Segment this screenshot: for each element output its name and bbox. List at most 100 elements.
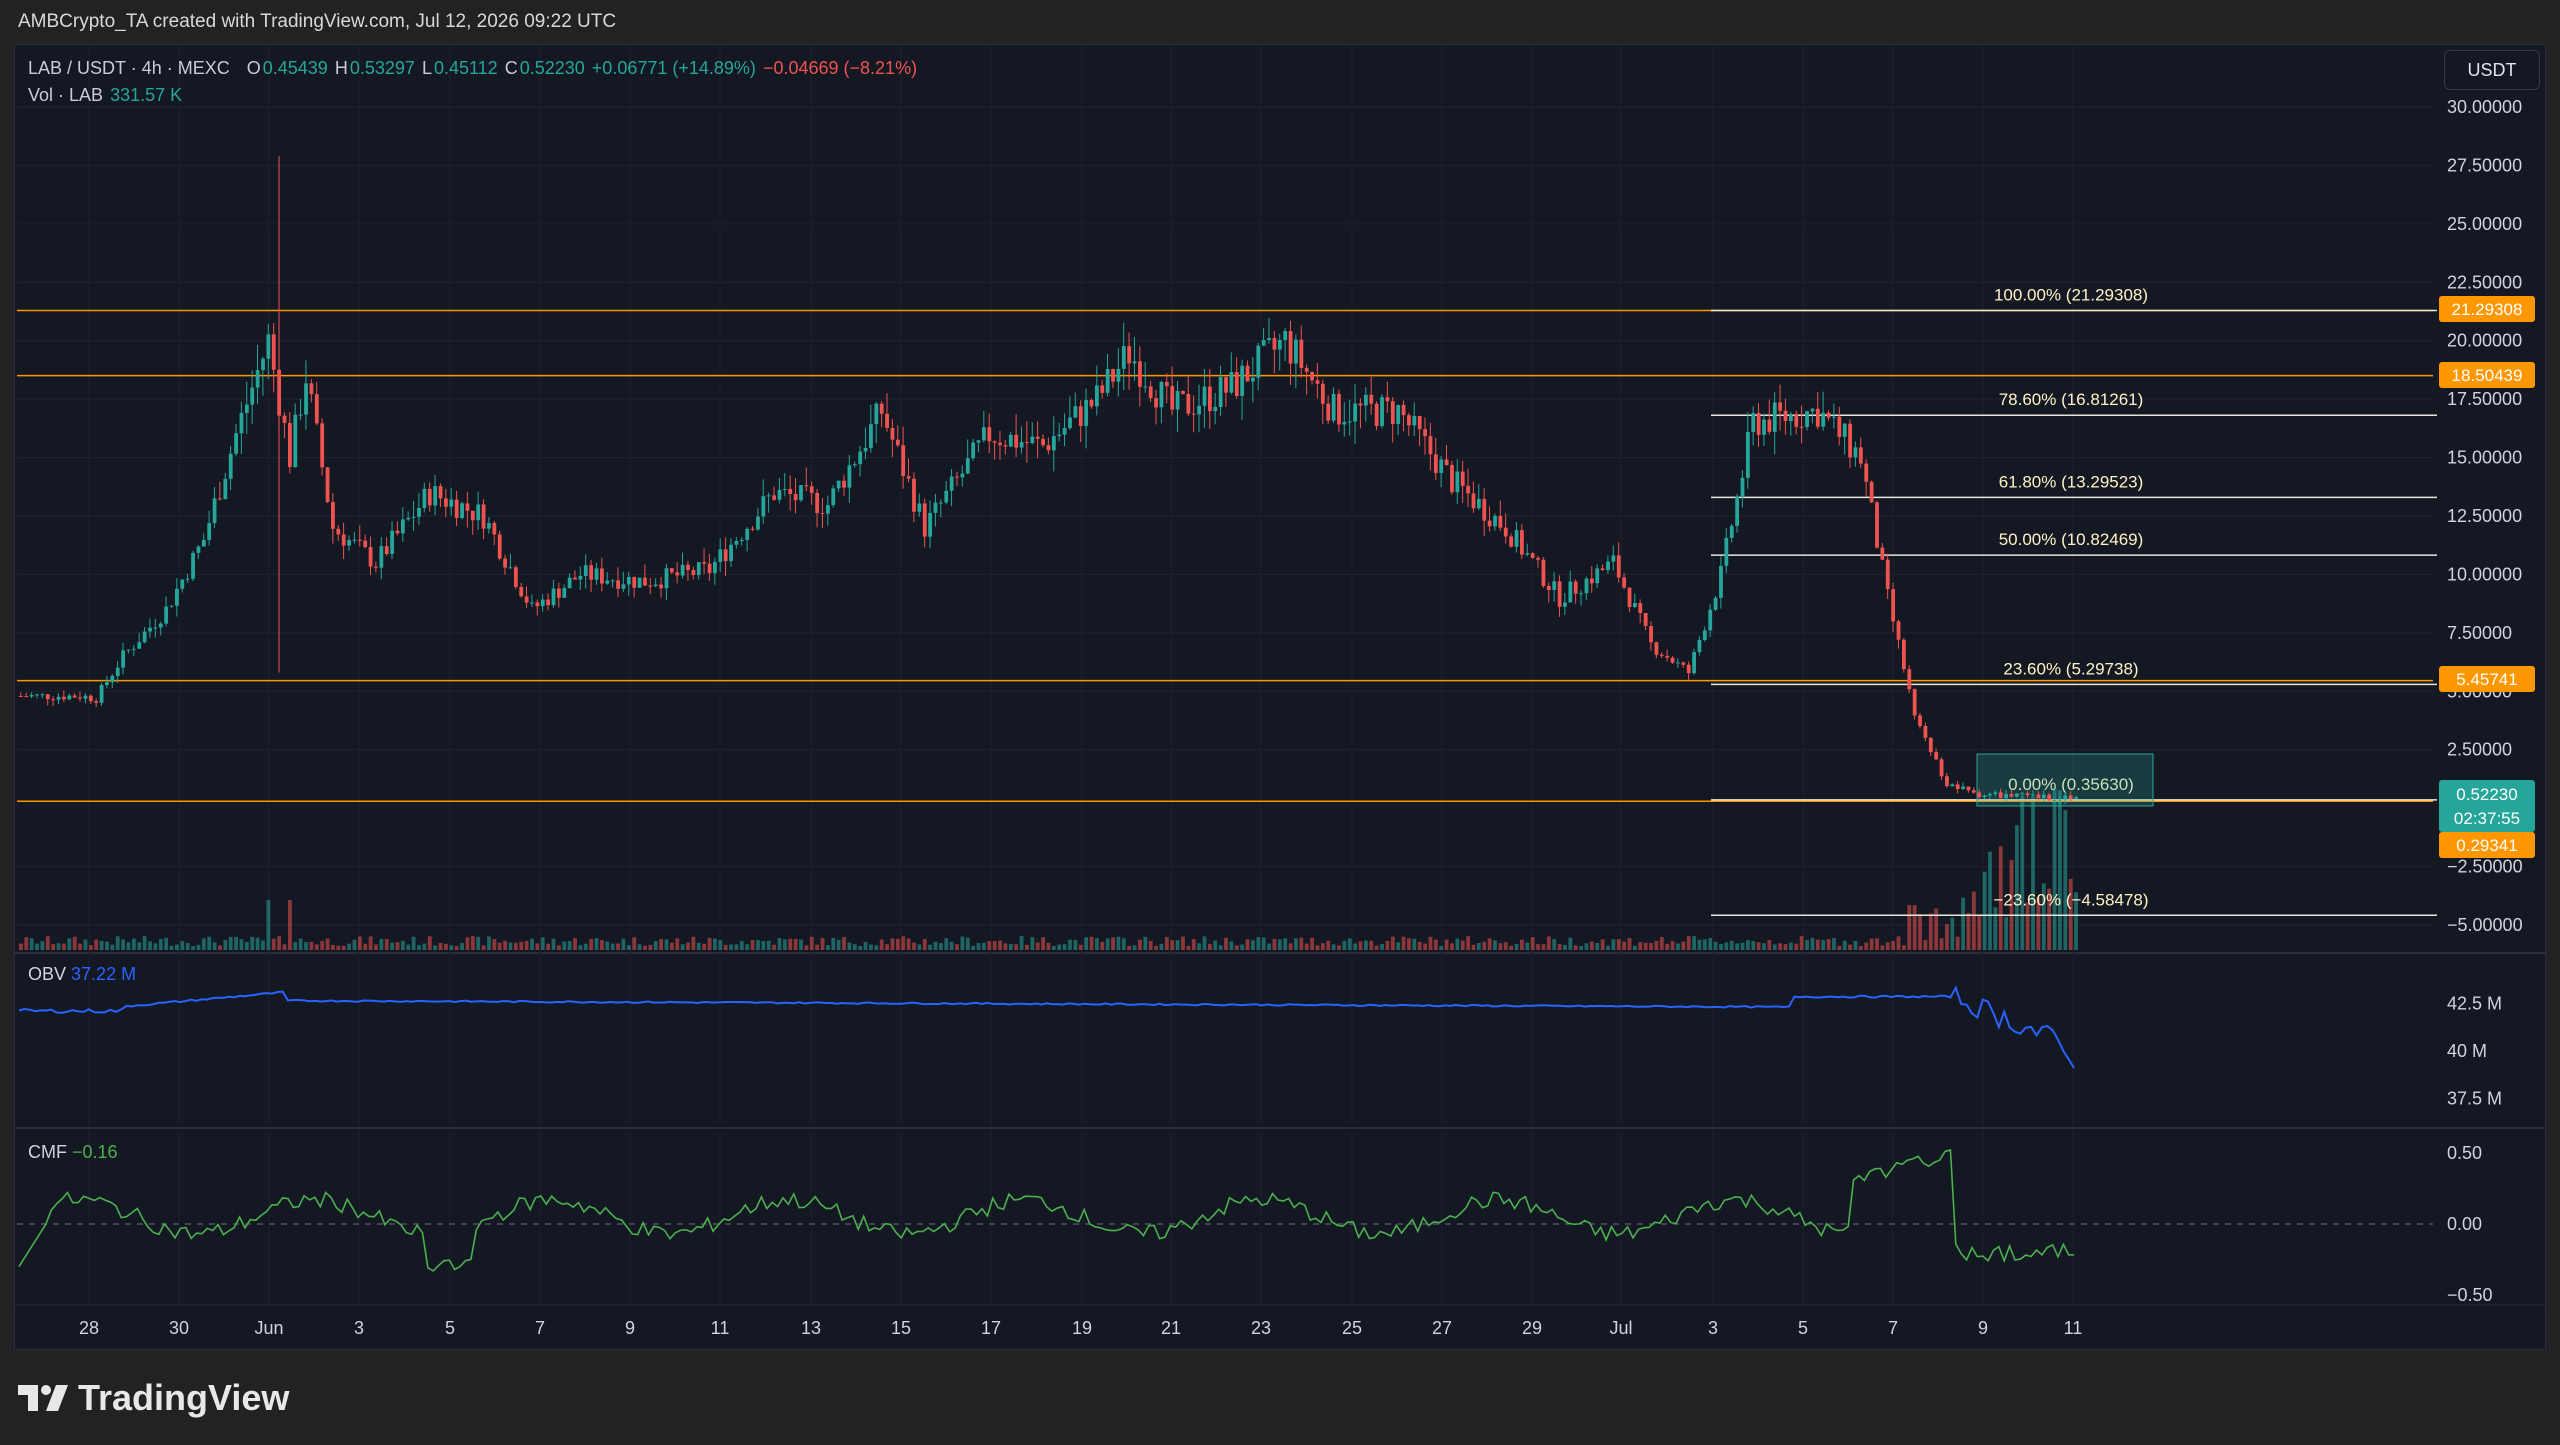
volume-bar: [809, 936, 814, 950]
volume-bar: [1993, 907, 1998, 950]
candle-body: [1810, 408, 1815, 412]
volume-bar: [1224, 937, 1228, 950]
candle-body: [1918, 715, 1922, 726]
candle-body: [212, 498, 217, 524]
volume-bar: [1568, 937, 1573, 950]
candle-body: [1374, 403, 1379, 426]
candle-body: [40, 694, 45, 696]
volume-bar: [664, 939, 669, 950]
candle-body: [804, 485, 809, 487]
tradingview-logo[interactable]: TradingView: [18, 1377, 289, 1418]
volume-bar: [185, 943, 190, 950]
volume-bar: [901, 936, 906, 950]
candle-body: [600, 568, 604, 584]
volume-bar: [729, 944, 733, 950]
candle-body: [1627, 587, 1632, 608]
tag-level-r3-text: 5.45741: [2456, 670, 2517, 689]
candle-body: [164, 606, 169, 624]
candle-body: [1616, 555, 1621, 578]
volume-bar: [992, 941, 997, 950]
cmf-axis-label: −0.50: [2447, 1285, 2493, 1305]
candle-body: [1503, 527, 1508, 537]
candle-body: [1842, 423, 1847, 437]
volume-bar: [400, 940, 405, 950]
volume-bar: [131, 938, 136, 950]
volume-label[interactable]: Vol · LAB: [28, 85, 104, 105]
volume-bar: [1084, 937, 1089, 950]
volume-bar: [922, 938, 927, 950]
candle-body: [341, 534, 346, 546]
candle-body: [815, 492, 820, 514]
volume-bar: [1417, 941, 1422, 950]
candle-body: [1385, 397, 1390, 402]
candle-body: [2014, 793, 2019, 797]
candle-body: [438, 486, 443, 499]
volume-bar: [465, 937, 470, 950]
obv-label[interactable]: OBV: [28, 964, 67, 984]
volume-bar: [379, 938, 384, 950]
candle-body: [19, 695, 23, 697]
candle-body: [1568, 581, 1573, 603]
volume-bar: [2047, 888, 2052, 950]
volume-bar: [1616, 939, 1621, 950]
volume-bar: [363, 943, 368, 950]
fib-level-label: 50.00% (10.82469): [1999, 530, 2144, 549]
volume-bar: [148, 941, 152, 950]
volume-bar: [998, 940, 1002, 950]
time-axis-label: 21: [1161, 1318, 1181, 1338]
chart-frame[interactable]: 100.00% (21.29308) 78.60% (16.81261) 61.80…: [14, 44, 2546, 1350]
candle-body: [2020, 793, 2025, 795]
cmf-label[interactable]: CMF: [28, 1142, 67, 1162]
candle-body: [847, 465, 852, 488]
volume-bar: [212, 942, 217, 950]
candle-body: [1127, 346, 1132, 364]
volume-bar: [869, 944, 873, 950]
currency-button[interactable]: USDT: [2444, 50, 2540, 90]
candle-body: [745, 528, 750, 540]
volume-bar: [1934, 908, 1939, 950]
candle-body: [1606, 561, 1610, 570]
time-axis-label: 28: [79, 1318, 99, 1338]
candle-body: [906, 476, 911, 479]
candle-body: [2004, 794, 2009, 799]
fib-level-label: 78.60% (16.81261): [1999, 390, 2144, 409]
volume-bar: [1783, 944, 1788, 950]
candle-body: [1202, 386, 1207, 406]
candle-body: [487, 523, 491, 529]
candle-body: [56, 696, 61, 700]
volume-bar: [244, 941, 249, 950]
candle-body: [686, 564, 690, 570]
volume-bar: [331, 944, 335, 950]
price-axis-label: −2.50000: [2447, 857, 2523, 877]
volume-bar: [1191, 939, 1196, 950]
low-label: L: [421, 58, 432, 78]
volume-bar: [1310, 937, 1314, 950]
chart-canvas[interactable]: 100.00% (21.29308) 78.60% (16.81261) 61.80…: [15, 45, 2545, 1349]
volume-bar: [1450, 943, 1454, 950]
candle-body: [304, 383, 308, 415]
chart-caption: AMBCrypto_TA created with TradingView.co…: [0, 0, 2560, 44]
volume-bar: [826, 945, 830, 950]
volume-bar: [1197, 943, 1202, 950]
volume-bar: [320, 940, 325, 950]
candle-body: [1799, 426, 1804, 428]
symbol-label[interactable]: LAB / USDT · 4h · MEXC: [28, 58, 230, 78]
candle-body: [858, 451, 863, 465]
candle-body: [142, 631, 147, 643]
volume-bar: [1880, 945, 1885, 950]
cmf-axis-label: 0.50: [2447, 1143, 2482, 1163]
volume-bar: [2031, 796, 2035, 950]
candle-body: [78, 697, 82, 699]
volume-bar: [987, 941, 992, 950]
volume-bar: [169, 945, 174, 950]
candle-body: [1353, 403, 1358, 422]
volume-bar: [1030, 937, 1035, 950]
candle-body: [234, 433, 238, 454]
candle-body: [1310, 371, 1314, 381]
volume-bar: [99, 941, 104, 950]
volume-bar: [540, 937, 545, 950]
volume-bar: [277, 936, 282, 950]
candle-body: [669, 568, 674, 573]
volume-bar: [1428, 936, 1433, 950]
volume-bar: [2063, 810, 2068, 950]
